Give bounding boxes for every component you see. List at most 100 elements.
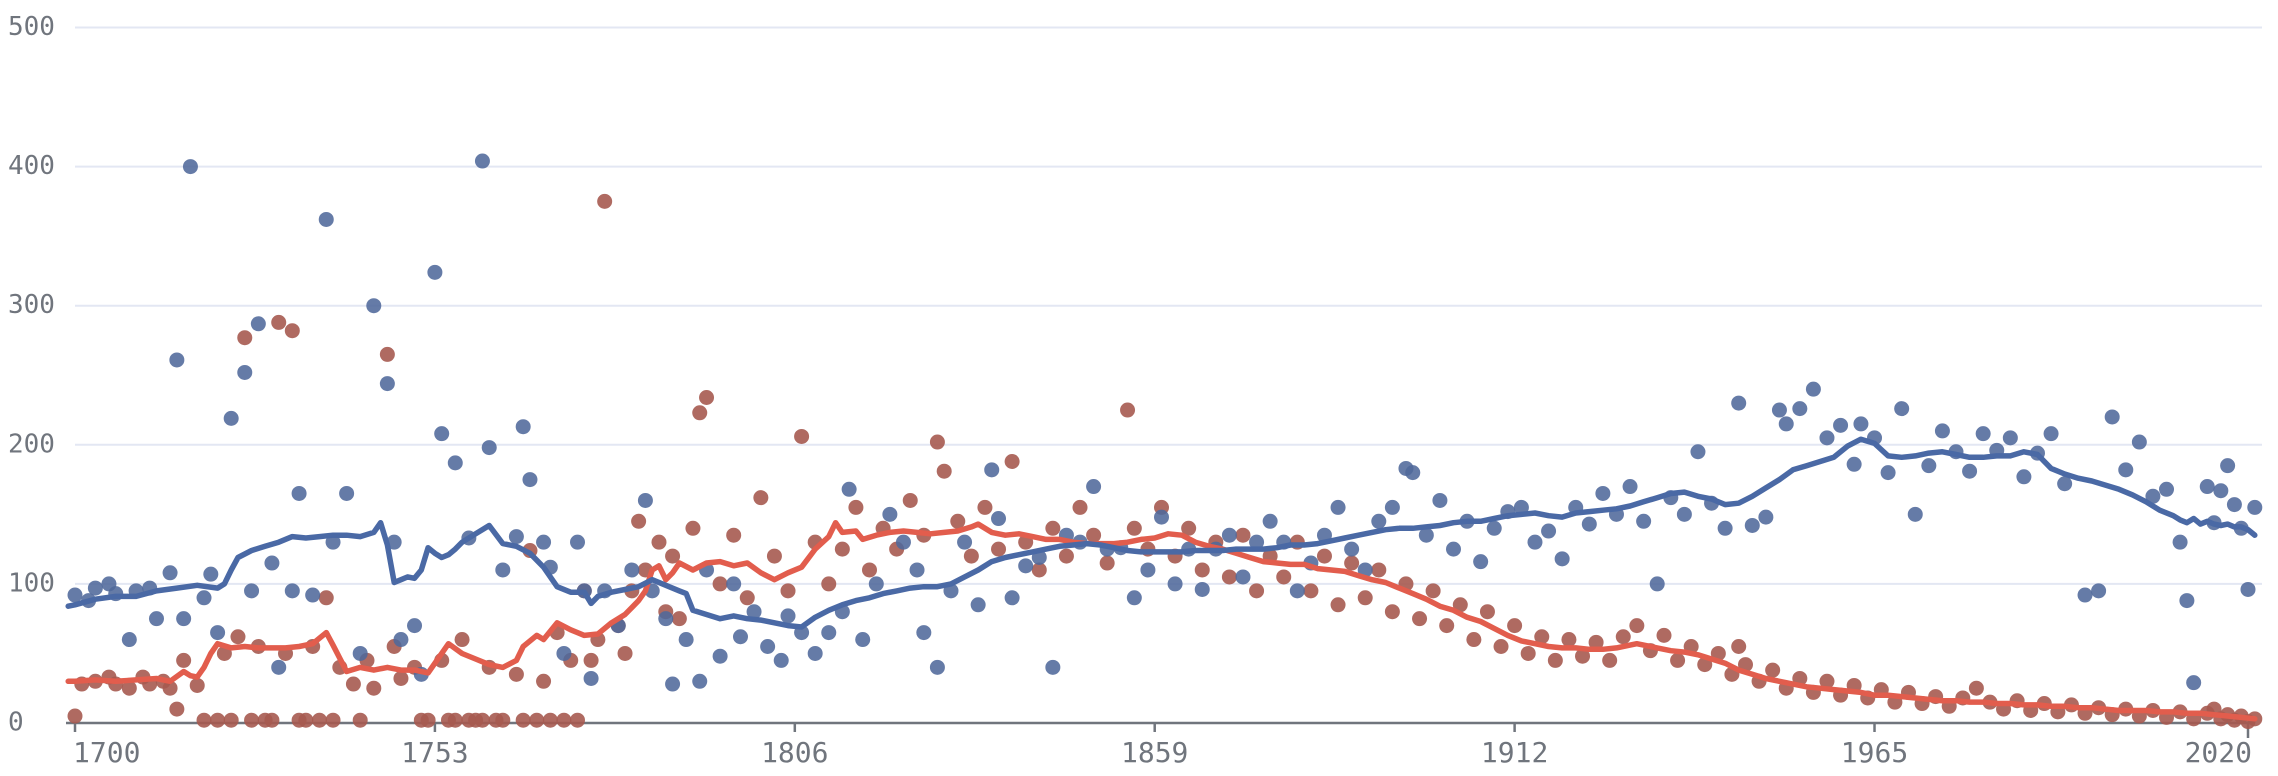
blue-dot	[1581, 516, 1597, 532]
blue-dot	[237, 364, 253, 380]
blue-dot	[1853, 416, 1869, 432]
blue-dot	[1636, 513, 1652, 529]
red-dot	[223, 712, 239, 728]
blue-dot	[1676, 506, 1692, 522]
blue-dot	[760, 638, 776, 654]
red-dot	[1316, 548, 1332, 564]
blue-dot	[1513, 499, 1529, 515]
red-dot	[121, 680, 137, 696]
blue-dot	[1792, 401, 1808, 417]
blue-dot	[250, 316, 266, 332]
y-tick-label: 200	[8, 429, 55, 459]
blue-dot	[223, 410, 239, 426]
blue-dot	[366, 298, 382, 314]
red-dot	[244, 712, 260, 728]
blue-dot	[2186, 675, 2202, 691]
red-dot	[1819, 673, 1835, 689]
blue-dot	[1405, 465, 1421, 481]
blue-dot	[2043, 426, 2059, 442]
blue-dot	[895, 534, 911, 550]
blue-dot	[1622, 479, 1638, 495]
blue-dot	[434, 426, 450, 442]
red-dot	[766, 548, 782, 564]
red-dot	[1561, 632, 1577, 648]
blue-dot	[121, 632, 137, 648]
y-tick-label: 300	[8, 290, 55, 320]
blue-dot	[868, 576, 884, 592]
red-dot	[1507, 618, 1523, 634]
red-dot	[950, 513, 966, 529]
red-dot	[1534, 629, 1550, 645]
blue-dot	[692, 673, 708, 689]
blue-dot	[305, 587, 321, 603]
red-dot	[699, 390, 715, 406]
red-dot	[936, 463, 952, 479]
blue-dot	[244, 583, 260, 599]
red-dot	[1058, 548, 1074, 564]
blue-dot	[1690, 444, 1706, 460]
red-dot	[991, 541, 1007, 557]
blue-dot	[2131, 434, 2147, 450]
blue-dot	[1921, 458, 1937, 474]
red-dot	[753, 490, 769, 506]
blue-dot	[1744, 517, 1760, 533]
blue-dot	[1778, 416, 1794, 432]
red-dot	[1357, 590, 1373, 606]
red-dot	[1670, 652, 1686, 668]
blue-dot	[379, 376, 395, 392]
blue-dot	[481, 440, 497, 456]
blue-dot	[2077, 587, 2093, 603]
red-dot	[1466, 632, 1482, 648]
blue-dot	[407, 618, 423, 634]
blue-dot	[909, 562, 925, 578]
red-dot	[1602, 652, 1618, 668]
red-dot	[366, 680, 382, 696]
red-dot	[1004, 453, 1020, 469]
blue-dot	[1289, 583, 1305, 599]
blue-dot	[583, 670, 599, 686]
red-dot	[1072, 499, 1088, 515]
blue-dot	[1154, 509, 1169, 525]
red-dot	[1452, 597, 1468, 613]
blue-dot	[67, 587, 83, 603]
red-dot	[963, 548, 979, 564]
blue-dot	[2220, 458, 2236, 474]
red-dot	[902, 492, 918, 508]
blue-dot	[196, 590, 212, 606]
blue-dot	[1649, 576, 1665, 592]
red-dot	[495, 712, 511, 728]
red-dot	[631, 513, 647, 529]
blue-dot	[2179, 593, 2195, 609]
red-dot	[311, 712, 327, 728]
blue-dot	[1249, 534, 1265, 550]
blue-dot	[665, 676, 681, 692]
blue-dot	[1018, 558, 1034, 574]
red-dot	[780, 583, 796, 599]
blue-dot	[1833, 417, 1849, 433]
y-tick-label: 0	[8, 708, 24, 738]
red-dot	[420, 712, 436, 728]
blue-dot	[176, 611, 192, 627]
blue-dot	[2199, 479, 2215, 495]
red-dot	[1120, 402, 1136, 418]
blue-dot	[352, 645, 368, 661]
blue-dot	[1344, 541, 1360, 557]
red-dot	[617, 645, 633, 661]
red-dot	[237, 330, 253, 346]
blue-dot	[393, 632, 409, 648]
blue-dot	[1717, 520, 1733, 536]
red-dot	[529, 712, 545, 728]
red-dot	[318, 590, 334, 606]
blue-dot	[2247, 499, 2263, 515]
blue-dot	[2145, 488, 2161, 504]
blue-dot	[1554, 551, 1570, 567]
blue-dot	[916, 625, 932, 641]
red-dot	[508, 666, 524, 682]
red-dot	[692, 405, 708, 421]
x-tick-label: 1965	[1841, 736, 1908, 769]
blue-dot	[2104, 409, 2120, 425]
blue-dot	[1445, 541, 1461, 557]
blue-dot	[508, 529, 524, 545]
blue-dot	[807, 645, 823, 661]
blue-dot	[162, 565, 178, 581]
